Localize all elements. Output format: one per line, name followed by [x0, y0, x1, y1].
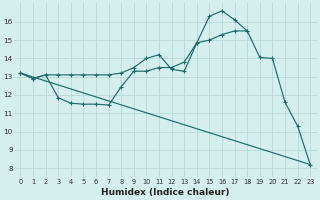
X-axis label: Humidex (Indice chaleur): Humidex (Indice chaleur) — [101, 188, 229, 197]
